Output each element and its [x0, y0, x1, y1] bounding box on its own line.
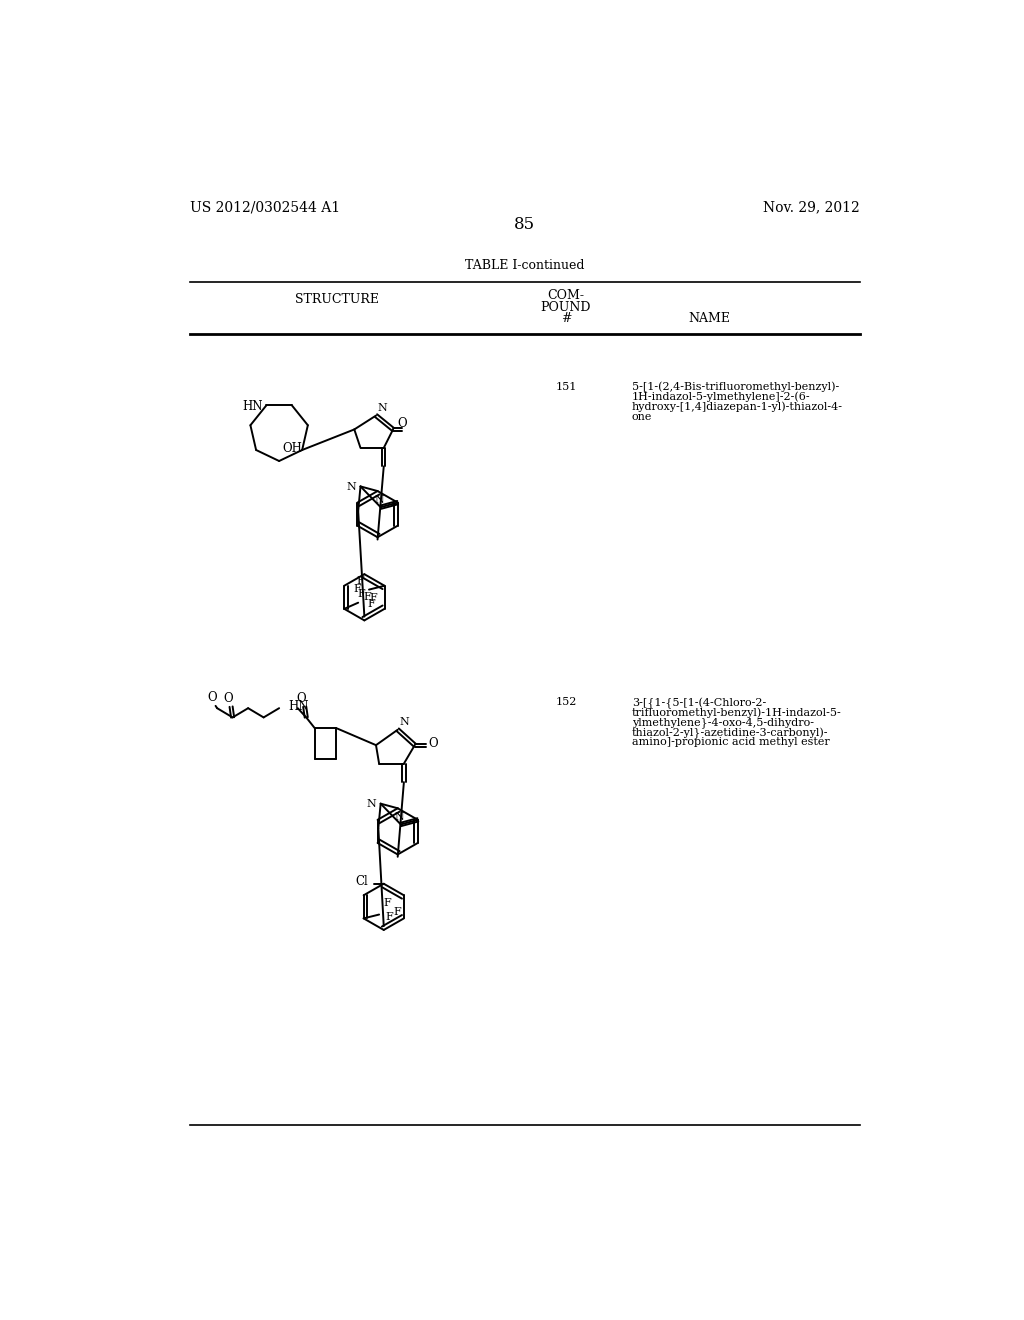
Text: N: N	[378, 403, 387, 413]
Text: N: N	[394, 812, 404, 822]
Text: one: one	[632, 412, 652, 421]
Text: F: F	[393, 907, 400, 916]
Text: 151: 151	[555, 381, 577, 392]
Text: F: F	[369, 593, 377, 603]
Text: COM-: COM-	[548, 289, 585, 302]
Text: O: O	[297, 692, 306, 705]
Text: thiazol-2-yl}-azetidine-3-carbonyl)-: thiazol-2-yl}-azetidine-3-carbonyl)-	[632, 727, 828, 739]
Text: HN: HN	[289, 700, 309, 713]
Text: F: F	[383, 898, 391, 908]
Text: F: F	[385, 912, 393, 921]
Text: F: F	[364, 591, 372, 602]
Text: 5-[1-(2,4-Bis-trifluoromethyl-benzyl)-: 5-[1-(2,4-Bis-trifluoromethyl-benzyl)-	[632, 381, 839, 392]
Text: POUND: POUND	[541, 301, 591, 314]
Text: N: N	[367, 799, 376, 809]
Text: O: O	[207, 692, 216, 705]
Text: TABLE I-continued: TABLE I-continued	[465, 259, 585, 272]
Text: 3-[{1-{5-[1-(4-Chloro-2-: 3-[{1-{5-[1-(4-Chloro-2-	[632, 697, 766, 709]
Text: NAME: NAME	[688, 313, 730, 326]
Text: Cl: Cl	[355, 875, 369, 888]
Text: O: O	[397, 417, 407, 430]
Text: amino]-propionic acid methyl ester: amino]-propionic acid methyl ester	[632, 738, 829, 747]
Text: 152: 152	[555, 697, 577, 708]
Text: #: #	[560, 313, 571, 326]
Text: US 2012/0302544 A1: US 2012/0302544 A1	[190, 201, 340, 215]
Text: HN: HN	[242, 400, 262, 413]
Text: F: F	[368, 599, 375, 610]
Text: Nov. 29, 2012: Nov. 29, 2012	[763, 201, 859, 215]
Text: F: F	[357, 589, 366, 598]
Text: F: F	[353, 583, 361, 594]
Text: N: N	[374, 495, 384, 504]
Text: F: F	[356, 577, 365, 586]
Text: 85: 85	[514, 216, 536, 234]
Text: 1H-indazol-5-ylmethylene]-2-(6-: 1H-indazol-5-ylmethylene]-2-(6-	[632, 392, 810, 403]
Text: O: O	[223, 692, 232, 705]
Text: trifluoromethyl-benzyl)-1H-indazol-5-: trifluoromethyl-benzyl)-1H-indazol-5-	[632, 708, 842, 718]
Text: N: N	[399, 717, 409, 727]
Text: STRUCTURE: STRUCTURE	[295, 293, 379, 306]
Text: hydroxy-[1,4]diazepan-1-yl)-thiazol-4-: hydroxy-[1,4]diazepan-1-yl)-thiazol-4-	[632, 401, 843, 412]
Text: N: N	[346, 482, 356, 491]
Text: O: O	[429, 737, 438, 750]
Text: ylmethylene}-4-oxo-4,5-dihydro-: ylmethylene}-4-oxo-4,5-dihydro-	[632, 718, 814, 729]
Text: OH: OH	[283, 442, 302, 455]
